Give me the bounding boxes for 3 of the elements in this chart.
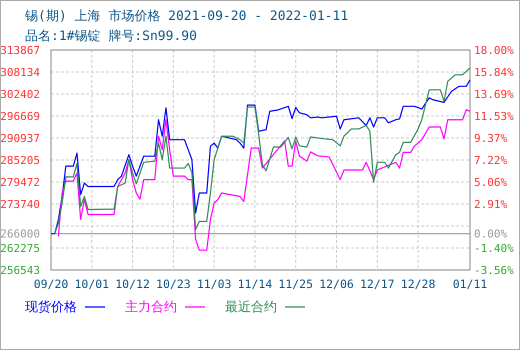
ref-line-label: 266000 — [0, 228, 40, 241]
subtitle: 品名:1#锡锭 牌号:Sn99.90 — [25, 29, 197, 44]
title: 锡(期) 上海 市场价格 2021-09-20 - 2022-01-11 — [25, 9, 348, 24]
